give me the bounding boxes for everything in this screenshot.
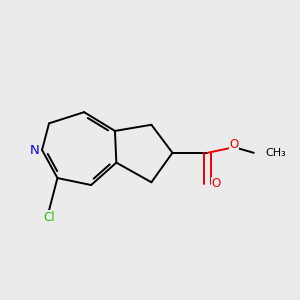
Text: N: N bbox=[30, 143, 40, 157]
Text: CH₃: CH₃ bbox=[265, 148, 286, 158]
Text: O: O bbox=[211, 177, 220, 190]
Text: Cl: Cl bbox=[43, 211, 55, 224]
Text: O: O bbox=[230, 138, 239, 151]
